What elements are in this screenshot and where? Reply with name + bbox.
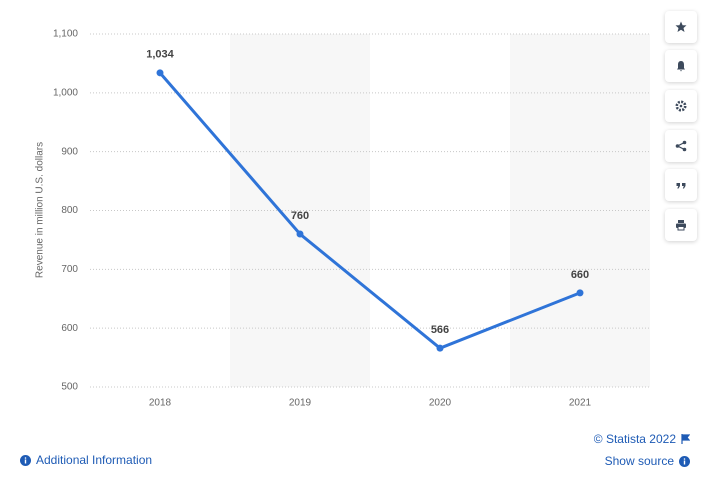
data-point: [296, 230, 304, 238]
data-point: [576, 289, 584, 297]
notification-button[interactable]: [665, 50, 697, 82]
print-button[interactable]: [665, 209, 697, 241]
share-button[interactable]: [665, 130, 697, 162]
y-tick-label: 600: [61, 323, 78, 334]
favorite-button[interactable]: [665, 11, 697, 43]
x-tick-label: 2020: [429, 398, 452, 409]
y-axis-label: Revenue in million U.S. dollars: [35, 142, 46, 278]
y-tick-label: 800: [61, 205, 78, 216]
copyright-text: © Statista 2022: [593, 432, 676, 446]
data-label: 566: [431, 324, 449, 336]
data-point: [156, 69, 164, 77]
data-label: 660: [571, 269, 589, 281]
y-tick-label: 900: [61, 146, 78, 157]
series-line: [158, 71, 581, 350]
data-point: [436, 344, 444, 352]
y-tick-label: 500: [61, 382, 78, 393]
settings-button[interactable]: [665, 90, 697, 122]
data-label: 1,034: [146, 49, 174, 61]
info-text: Additional Information: [36, 453, 153, 467]
data-label: 760: [291, 210, 309, 222]
info-link[interactable]: Additional Information: [20, 453, 152, 467]
y-tick-label: 1,100: [53, 29, 78, 40]
x-tick-label: 2018: [149, 398, 172, 409]
y-tick-label: 1,000: [53, 87, 78, 98]
y-tick-label: 700: [61, 264, 78, 275]
cite-button[interactable]: [665, 169, 697, 201]
source-link[interactable]: Show source: [605, 454, 690, 468]
chart: Revenue in million U.S. dollars 500 600 70…: [35, 29, 650, 409]
source-text: Show source: [604, 454, 674, 468]
x-tick-label: 2021: [569, 398, 592, 409]
x-tick-label: 2019: [289, 398, 312, 409]
copyright-link[interactable]: © Statista 2022: [594, 432, 690, 446]
